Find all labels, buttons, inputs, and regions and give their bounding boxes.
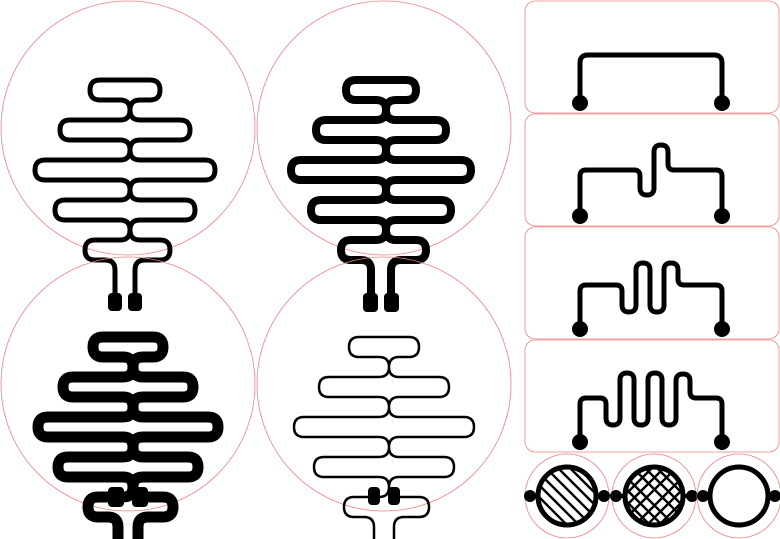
disc-cross-hatch	[610, 453, 698, 539]
terminal-left	[572, 95, 588, 111]
single-loop-trace	[577, 142, 725, 219]
terminal-right	[769, 490, 780, 502]
tile-outline	[524, 339, 780, 453]
contact-pad-left	[108, 293, 122, 311]
double-loop-trace	[577, 260, 725, 332]
bridge-trace	[577, 52, 725, 106]
coaster-outline	[0, 256, 256, 512]
disc-rim	[535, 464, 599, 528]
terminal-right	[714, 434, 730, 450]
disc-open-ring	[696, 453, 780, 539]
squiggle-tile-one-loop	[524, 113, 780, 227]
triple-loop-trace	[577, 370, 725, 445]
tree-coaster-thin	[0, 0, 256, 311]
disc-rim	[622, 464, 686, 528]
terminal-right	[714, 95, 730, 111]
tile-outline	[524, 0, 780, 114]
serpentine-trace	[38, 337, 218, 539]
disc-rim	[707, 464, 771, 528]
contact-pad-right	[388, 487, 400, 505]
terminal-right	[598, 490, 610, 502]
squiggle-tile-three-loops	[524, 339, 780, 453]
contact-pad-left	[368, 487, 380, 505]
serpentine-trace	[35, 80, 215, 305]
squiggle-tile-two-loops	[524, 226, 780, 340]
terminal-left	[524, 490, 536, 502]
coaster-outline	[0, 0, 256, 256]
contact-pad-right	[128, 293, 142, 311]
terminal-left	[697, 490, 709, 502]
terminal-right	[686, 490, 698, 502]
coaster-outline	[256, 0, 512, 256]
terminal-left	[572, 208, 588, 224]
tree-coaster-thick	[0, 256, 256, 539]
tile-outline	[524, 226, 780, 340]
contact-pad-left	[108, 487, 124, 507]
tree-coaster-medium	[256, 0, 512, 312]
terminal-right	[714, 208, 730, 224]
serpentine-trace	[292, 335, 476, 539]
terminal-left	[572, 321, 588, 337]
contact-pad-left	[363, 293, 378, 312]
serpentine-trace	[291, 80, 471, 305]
terminal-left	[572, 434, 588, 450]
tree-coaster-hairline	[256, 256, 512, 539]
squiggle-tile-plain	[524, 0, 780, 114]
tile-outline	[524, 113, 780, 227]
terminal-left	[610, 490, 622, 502]
terminal-right	[714, 321, 730, 337]
disc-diagonal-hatch	[524, 453, 610, 539]
contact-pad-right	[384, 293, 399, 312]
contact-pad-right	[132, 487, 148, 507]
coaster-outline	[256, 256, 512, 512]
